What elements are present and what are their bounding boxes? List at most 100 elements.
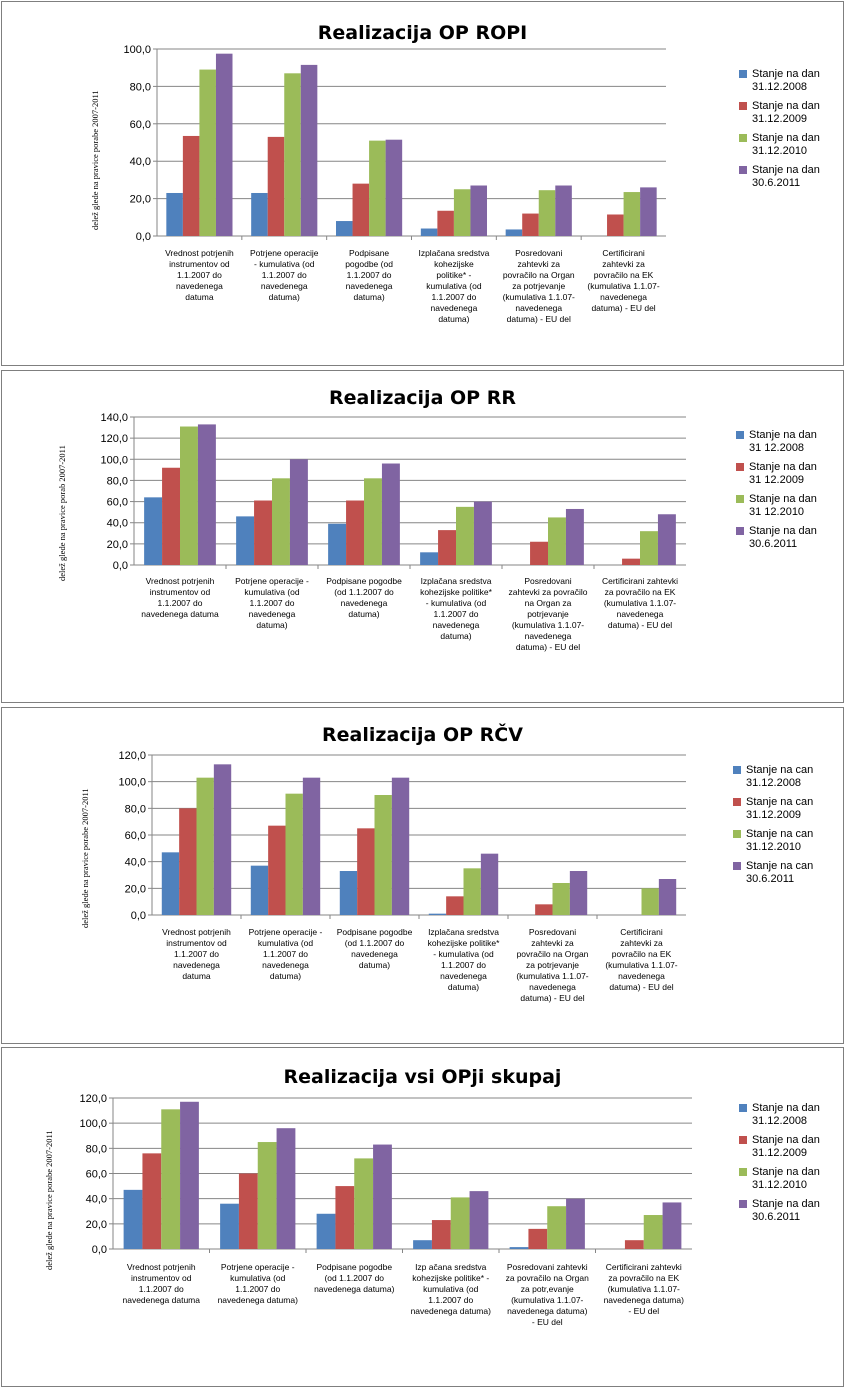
legend-swatch xyxy=(736,495,744,503)
legend-label: Stanje na dan 31 12.2010 xyxy=(749,493,817,518)
category-label: Podpisane pogodbe (od 1.1.2007 do navede… xyxy=(326,576,402,619)
legend-entry: Stanje na dan 31 12.2010 xyxy=(736,493,817,519)
bar xyxy=(658,879,677,915)
legend-label: Stanje na can 30.6.2011 xyxy=(746,860,814,885)
bar xyxy=(535,904,553,915)
bar xyxy=(565,508,584,565)
bar xyxy=(144,497,163,565)
bar xyxy=(530,541,548,565)
bar xyxy=(251,192,268,236)
y-tick-label: 100,0 xyxy=(118,777,146,789)
legend-label: Stanje na dan 30.6.2011 xyxy=(752,1198,820,1223)
legend-swatch xyxy=(739,1200,747,1208)
category-label: Posredovani zahtevki za povračilo na Org… xyxy=(516,927,589,1003)
legend-entry: Stanje na dan 31 12.2009 xyxy=(736,461,817,487)
bar xyxy=(509,1247,529,1249)
y-tick-label: 40,0 xyxy=(130,156,151,168)
category-label: Potrjene operacije - kumulativa (od 1.1.… xyxy=(217,1262,298,1305)
chart-title: Realizacija OP RČV xyxy=(322,724,523,746)
bar xyxy=(289,459,308,565)
y-tick-label: 120,0 xyxy=(79,1093,107,1105)
legend-swatch xyxy=(736,527,744,535)
legend: Stanje na dan 31.12.2008 Stanje na dan 31… xyxy=(739,68,820,196)
bar xyxy=(182,135,200,236)
y-tick-label: 0,0 xyxy=(92,1244,107,1256)
bar xyxy=(276,1128,296,1249)
y-tick-label: 60,0 xyxy=(107,497,128,509)
bar xyxy=(624,1240,644,1249)
bar xyxy=(373,1144,392,1249)
bar xyxy=(548,517,566,565)
chart-title: Realizacija OP RR xyxy=(329,387,516,409)
chart-panel-op-rr: Realizacija OP RR delež glede na pravice… xyxy=(1,370,844,703)
y-tick-label: 40,0 xyxy=(86,1194,107,1206)
legend-swatch xyxy=(739,1168,747,1176)
bar xyxy=(257,1142,277,1249)
legend-label: Stanje na dan 31.12.2008 xyxy=(752,1102,820,1127)
legend-label: Stanje na dan 31.12.2008 xyxy=(752,68,820,93)
bar xyxy=(643,1215,663,1249)
legend-swatch xyxy=(736,463,744,471)
y-tick-label: 20,0 xyxy=(86,1219,107,1231)
y-tick-label: 20,0 xyxy=(125,883,146,895)
bar xyxy=(197,424,216,565)
legend-label: Stanje na dan 30.6.2011 xyxy=(752,164,820,189)
legend-label: Stanje na dan 31 12.2009 xyxy=(749,461,817,486)
legend-entry: Stanje na dan 30.6.2011 xyxy=(736,525,817,551)
bar xyxy=(300,64,318,236)
bar xyxy=(166,192,183,236)
bar-chart: 120,0 100,0 80,0 60,0 40,0 20,0 0,0 xyxy=(118,750,686,922)
bar-chart: 100,0 80,0 60,0 40,0 20,0 0,0 xyxy=(123,44,666,243)
y-tick-label: 80,0 xyxy=(130,81,151,93)
bar xyxy=(622,558,640,565)
y-tick-label: 120,0 xyxy=(100,433,128,445)
bar xyxy=(420,228,438,236)
legend-swatch xyxy=(739,134,747,142)
bar xyxy=(640,531,658,565)
y-tick-label: 40,0 xyxy=(107,518,128,530)
legend-entry: Stanje na dan 31 12.2008 xyxy=(736,429,817,455)
legend-label: Stanje na dan 31.12.2010 xyxy=(752,1166,820,1191)
bar xyxy=(236,516,255,565)
y-tick-label: 100,0 xyxy=(123,44,151,56)
bar xyxy=(180,426,198,565)
bar xyxy=(428,913,447,915)
y-tick-label: 80,0 xyxy=(107,475,128,487)
legend-entry: Stanje na dan 31.12.2010 xyxy=(739,1166,820,1192)
bar xyxy=(285,793,303,915)
bar xyxy=(272,478,290,565)
bar xyxy=(470,185,488,236)
legend-label: Stanje na dan 31.12.2009 xyxy=(752,100,820,125)
bar xyxy=(463,868,481,915)
bar xyxy=(215,53,233,236)
bar xyxy=(335,1186,355,1249)
legend-swatch xyxy=(733,830,741,838)
bar xyxy=(446,896,464,915)
category-label: Vrednost potrjenih instrumentov od 1.1.2… xyxy=(122,1262,200,1305)
category-label: Vrednost potrjenih instrumentov od 1.1.2… xyxy=(162,927,231,981)
chart-title: Realizacija OP ROPI xyxy=(317,22,528,44)
y-tick-label: 0,0 xyxy=(113,560,128,572)
bar xyxy=(328,523,347,565)
legend-label: Stanje na dan 30.6.2011 xyxy=(749,525,817,550)
bar xyxy=(196,777,214,915)
bar xyxy=(391,777,410,915)
legend-entry: Stanje na can 31.12.2008 xyxy=(733,764,813,790)
bar xyxy=(566,1198,585,1249)
bar xyxy=(420,552,439,565)
bar xyxy=(437,210,454,236)
bar xyxy=(339,871,358,915)
legend-entry: Stanje na dan 31.12.2008 xyxy=(739,1102,820,1128)
bar xyxy=(357,828,375,915)
bar xyxy=(220,1203,239,1249)
legend-swatch xyxy=(733,766,741,774)
legend-entry: Stanje na can 31.12.2010 xyxy=(733,828,813,854)
bar xyxy=(623,192,641,236)
bar xyxy=(453,189,471,236)
category-label: Certificirani zahtevki za povračilo na E… xyxy=(601,576,679,630)
bar xyxy=(607,214,624,236)
legend-label: Stanje na can 31.12.2008 xyxy=(746,764,814,789)
bar xyxy=(142,1153,162,1249)
y-tick-label: 80,0 xyxy=(125,803,146,815)
bar xyxy=(123,1189,143,1249)
